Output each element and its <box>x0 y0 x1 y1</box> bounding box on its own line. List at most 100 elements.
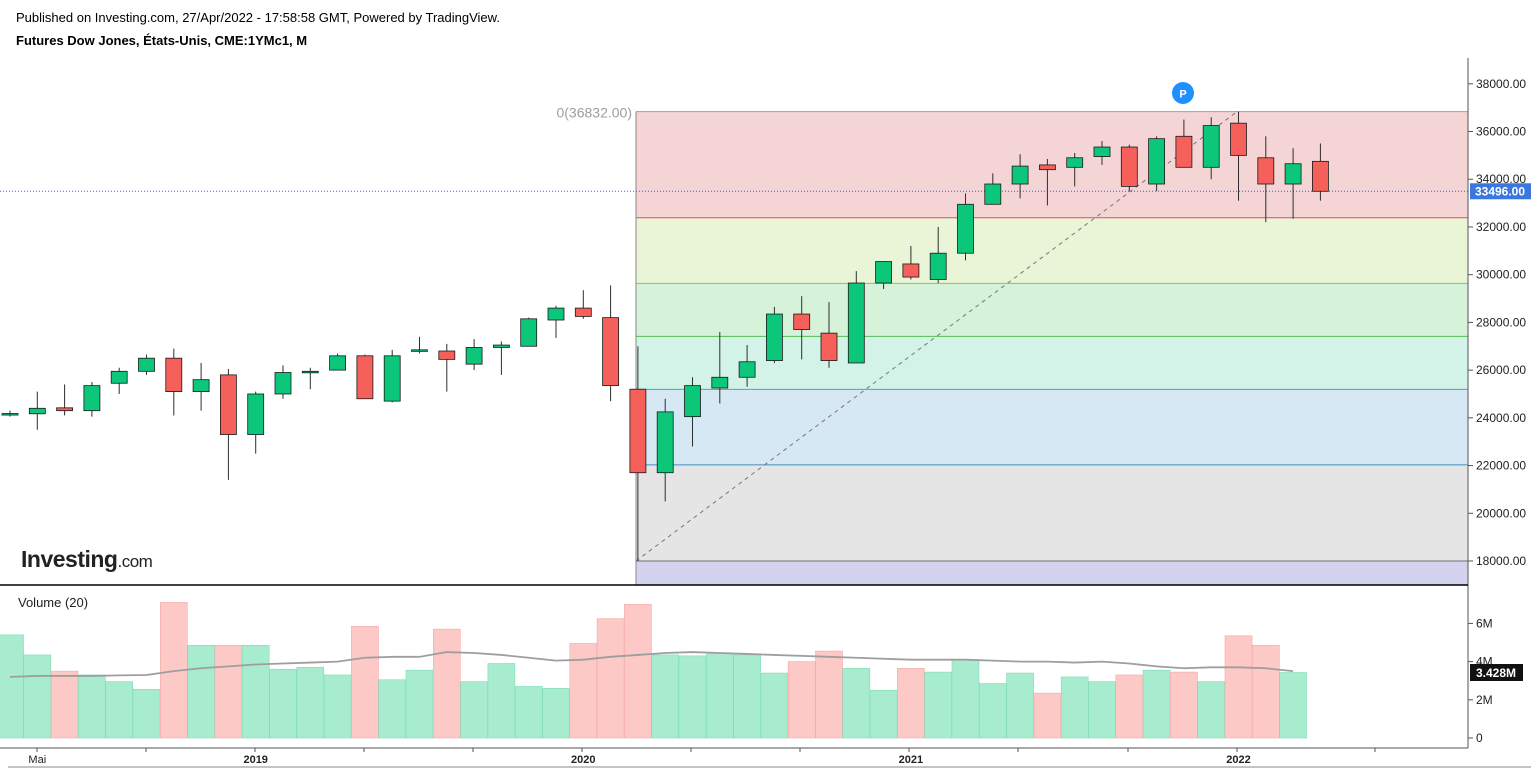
candle-body <box>1148 138 1165 185</box>
fib-zone <box>636 336 1468 390</box>
candle-body <box>83 385 101 412</box>
candle-body <box>1011 165 1029 185</box>
volume-bar <box>50 670 79 739</box>
candle-body <box>356 355 374 400</box>
candle-body <box>1120 146 1138 187</box>
volume-bar <box>624 603 652 739</box>
volume-bar <box>351 625 379 739</box>
candle-body <box>875 261 892 284</box>
candle-body <box>902 263 920 278</box>
candle-body <box>247 393 265 435</box>
candle-body <box>1093 146 1111 157</box>
volume-bars <box>0 602 1307 739</box>
candle-body <box>984 183 1002 205</box>
candle-body <box>793 313 811 330</box>
volume-bar <box>1279 672 1307 739</box>
candle-body <box>329 355 347 371</box>
volume-bar <box>323 674 352 739</box>
marker-circle[interactable] <box>1172 82 1194 104</box>
price-tick-label: 30000.00 <box>1476 268 1526 282</box>
candle-body <box>1257 157 1275 185</box>
candle-body <box>56 407 73 412</box>
candle-body <box>656 411 674 474</box>
published-header: Published on Investing.com, 27/Apr/2022 … <box>16 10 500 25</box>
time-tick-label: Mai <box>28 754 46 766</box>
volume-bar <box>460 681 488 739</box>
candle-body <box>929 252 947 280</box>
volume-bar <box>842 667 871 739</box>
volume-bar <box>23 654 52 739</box>
volume-bar <box>1197 681 1225 739</box>
candle-body <box>1230 122 1247 156</box>
time-tick-label: 2022 <box>1226 754 1250 766</box>
fib-zone <box>636 283 1468 337</box>
volume-bar <box>1142 669 1171 739</box>
volume-bar <box>760 672 789 739</box>
volume-bar <box>0 634 24 739</box>
volume-bar <box>1006 672 1034 739</box>
candle-body <box>738 361 756 378</box>
candle-body <box>110 370 128 384</box>
candle-body <box>1284 163 1302 185</box>
volume-bar <box>78 674 106 739</box>
volume-bar <box>132 688 161 739</box>
volume-bar <box>678 655 707 739</box>
candle-body <box>547 307 565 321</box>
volume-tick-label: 0 <box>1476 731 1483 745</box>
volume-bar <box>296 667 325 739</box>
volume-bar <box>214 645 243 739</box>
volume-tick-label: 2M <box>1476 693 1493 707</box>
fib-zone <box>636 464 1468 561</box>
price-tick-label: 34000.00 <box>1476 172 1526 186</box>
volume-bar <box>651 654 680 739</box>
time-tick-label: 2019 <box>243 754 267 766</box>
volume-bar <box>269 668 297 739</box>
fibonacci-retracement[interactable] <box>0 111 1468 585</box>
candle-body <box>383 355 401 402</box>
candle-body <box>629 388 647 474</box>
candle-body <box>465 347 483 365</box>
volume-bar <box>897 667 925 739</box>
fib-zone <box>636 561 1468 585</box>
price-tick-label: 20000.00 <box>1476 506 1526 520</box>
fib-zone <box>636 217 1468 284</box>
candle-body <box>520 318 538 347</box>
volume-bar <box>514 686 543 739</box>
candle-body <box>492 344 510 348</box>
candle-body <box>138 357 155 372</box>
volume-bar <box>869 689 898 739</box>
time-tick-label: 2021 <box>899 754 923 766</box>
candle-body <box>1175 135 1193 168</box>
volume-bar <box>432 628 461 739</box>
price-badge-bg <box>1470 183 1531 200</box>
volume-bar <box>1252 645 1280 739</box>
current-volume-badge: 3.428M <box>1470 664 1523 681</box>
logo-word: Investing <box>21 546 117 572</box>
candlesticks <box>1 111 1329 561</box>
candle-body <box>1202 125 1220 168</box>
volume-indicator-label: Volume (20) <box>18 595 88 610</box>
candle-body <box>1312 160 1329 192</box>
fib-zone <box>636 389 1468 465</box>
logo-suffix: .com <box>117 552 152 571</box>
candle-body <box>847 282 865 364</box>
price-tick-label: 22000.00 <box>1476 459 1526 473</box>
price-tick-label: 32000.00 <box>1476 220 1526 234</box>
volume-bar <box>241 645 270 739</box>
candle-body <box>574 307 592 317</box>
candle-body <box>165 357 183 392</box>
investing-logo: Investing.com <box>21 546 153 572</box>
candle-body <box>711 376 729 389</box>
current-price-value: 33496.00 <box>1475 184 1525 198</box>
volume-bar <box>405 669 434 739</box>
candle-body <box>274 372 292 395</box>
volume-bar <box>187 645 215 739</box>
candle-body <box>684 385 701 418</box>
current-volume-value: 3.428M <box>1476 666 1516 680</box>
volume-bar <box>596 618 625 739</box>
volume-bar <box>815 650 843 739</box>
pattern-marker[interactable]: P <box>1172 82 1194 104</box>
candle-body <box>1039 164 1056 171</box>
volume-bar <box>105 681 133 739</box>
